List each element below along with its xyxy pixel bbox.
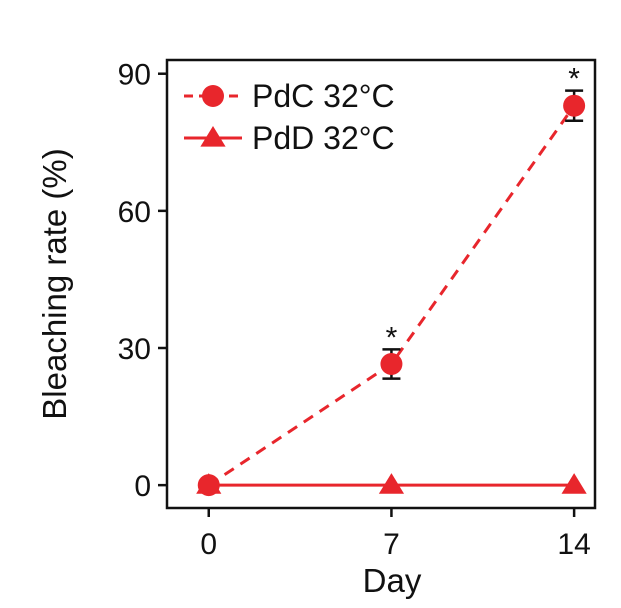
significance-marker: * [568, 63, 580, 96]
legend: PdC 32°C PdD 32°C [184, 78, 395, 156]
y-tick-label: 60 [118, 196, 151, 229]
x-tick-label: 14 [557, 528, 590, 561]
legend-label: PdC 32°C [252, 78, 395, 114]
legend-marker [202, 85, 224, 107]
x-tick-label: 7 [383, 528, 400, 561]
data-point [563, 94, 586, 117]
x-axis-title: Day [363, 562, 422, 599]
x-tick-label: 0 [200, 528, 217, 561]
plot-frame [165, 58, 597, 510]
series-line [207, 104, 576, 487]
y-tick-label: 0 [134, 470, 151, 503]
legend-marker [200, 126, 226, 147]
y-tick-label: 30 [118, 333, 151, 366]
data-point [380, 353, 403, 375]
y-tick-label: 90 [118, 59, 151, 92]
y-axis-title: Bleaching rate (%) [36, 148, 73, 419]
data-point [378, 473, 405, 494]
significance-marker: * [386, 321, 398, 354]
series-layer: ** [196, 63, 587, 497]
data-point [561, 473, 587, 494]
y-axis: 0 30 60 90 [118, 59, 167, 503]
data-point [197, 474, 220, 497]
x-axis: 0 7 14 [200, 508, 591, 561]
legend-label: PdD 32°C [252, 120, 395, 156]
